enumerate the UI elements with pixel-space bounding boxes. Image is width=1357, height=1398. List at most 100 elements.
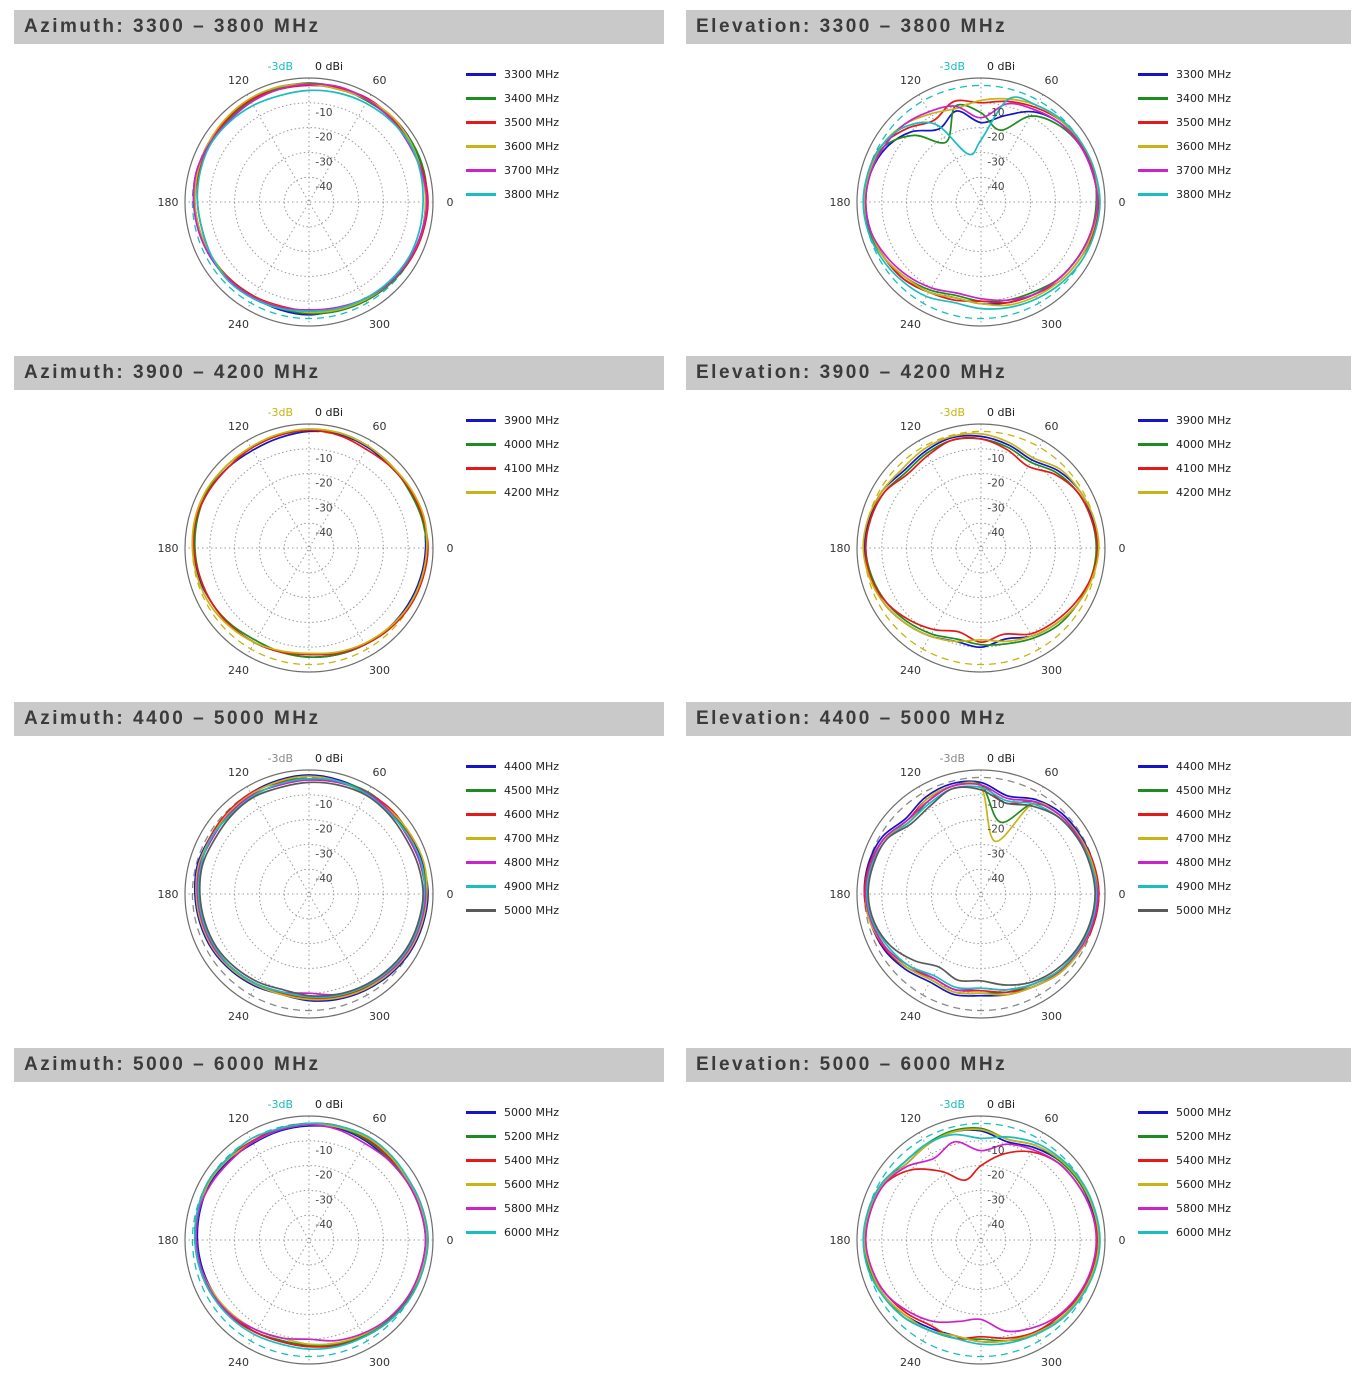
- ring-label: -30: [987, 1194, 1004, 1206]
- legend-label: 3400 MHz: [504, 92, 560, 105]
- angle-label: 240: [900, 1356, 921, 1369]
- angle-label: 180: [830, 1234, 851, 1247]
- legend-label: 5000 MHz: [1176, 904, 1232, 917]
- legend-item: 4400 MHz: [1138, 760, 1231, 773]
- legend-swatch: [466, 419, 496, 422]
- angle-label: 240: [228, 664, 249, 677]
- legend-swatch: [466, 193, 496, 196]
- legend: 3300 MHz 3400 MHz 3500 MHz 3600 MHz 3700 MHz…: [466, 68, 559, 201]
- angle-label: 120: [228, 420, 249, 433]
- legend-swatch: [1138, 443, 1168, 446]
- series-6000-mhz: [193, 1122, 429, 1351]
- legend-item: 3800 MHz: [1138, 188, 1231, 201]
- legend-label: 5000 MHz: [504, 904, 560, 917]
- legend-item: 3800 MHz: [466, 188, 559, 201]
- legend-item: 4800 MHz: [466, 856, 559, 869]
- legend: 3900 MHz 4000 MHz 4100 MHz 4200 MHz: [466, 414, 559, 499]
- angle-label: 300: [369, 664, 390, 677]
- legend-swatch: [466, 1135, 496, 1138]
- legend-label: 4600 MHz: [504, 808, 560, 821]
- zero-dbi-label: 0 dBi: [987, 1098, 1015, 1111]
- angle-label: 0: [1119, 196, 1126, 209]
- angle-label: 60: [1045, 1112, 1059, 1125]
- legend-swatch: [1138, 1135, 1168, 1138]
- legend-swatch: [466, 1231, 496, 1234]
- ref-label: -3dB: [940, 1098, 966, 1111]
- series-5000-mhz: [867, 786, 1096, 986]
- legend-item: 4100 MHz: [466, 462, 559, 475]
- ring-label: -40: [315, 873, 332, 885]
- legend-label: 4500 MHz: [1176, 784, 1232, 797]
- legend-label: 4100 MHz: [504, 462, 560, 475]
- legend-item: 4700 MHz: [466, 832, 559, 845]
- series-4900-mhz: [197, 777, 426, 999]
- legend-label: 4800 MHz: [504, 856, 560, 869]
- polar-plot: 0 dBi -3dB -10 -20 -30 -40 0 60 120 180 240 300: [830, 60, 1126, 331]
- legend-swatch: [1138, 789, 1168, 792]
- ring-label: -10: [987, 453, 1004, 465]
- ring-label: -30: [315, 1194, 332, 1206]
- angle-label: 120: [228, 1112, 249, 1125]
- legend-label: 3700 MHz: [1176, 164, 1232, 177]
- chart-title: Azimuth: 3300 – 3800 MHz: [24, 16, 321, 37]
- legend-swatch: [466, 97, 496, 100]
- chart-title: Elevation: 3300 – 3800 MHz: [696, 16, 1008, 37]
- legend-label: 4200 MHz: [504, 486, 560, 499]
- ring-label: -40: [315, 527, 332, 539]
- legend-swatch: [1138, 97, 1168, 100]
- chart-panel: Elevation: 4400 – 5000 MHz 0 dBi -3dB -10 -…: [686, 702, 1351, 1036]
- series-3800-mhz: [862, 96, 1101, 310]
- ring-label: -20: [987, 1170, 1004, 1182]
- ring-label: -40: [987, 527, 1004, 539]
- angle-label: 180: [158, 1234, 179, 1247]
- legend-label: 5800 MHz: [504, 1202, 560, 1215]
- legend-item: 3400 MHz: [1138, 92, 1231, 105]
- angle-label: 300: [1041, 664, 1062, 677]
- legend-swatch: [1138, 1183, 1168, 1186]
- legend-label: 3600 MHz: [504, 140, 560, 153]
- legend-label: 5200 MHz: [1176, 1130, 1232, 1143]
- angle-label: 60: [373, 1112, 387, 1125]
- angle-label: 300: [369, 318, 390, 331]
- legend-label: 3400 MHz: [1176, 92, 1232, 105]
- legend-swatch: [1138, 193, 1168, 196]
- legend-swatch: [466, 789, 496, 792]
- plot-area: 0 dBi -3dB -10 -20 -30 -40 0 60 120 180 240 300 440…: [686, 736, 1351, 1036]
- legend-item: 4900 MHz: [466, 880, 559, 893]
- angle-label: 0: [447, 888, 454, 901]
- legend-label: 5000 MHz: [504, 1106, 560, 1119]
- ring-label: -20: [987, 824, 1004, 836]
- angle-label: 0: [447, 196, 454, 209]
- angle-label: 180: [158, 196, 179, 209]
- legend-item: 5000 MHz: [1138, 1106, 1231, 1119]
- legend-item: 4500 MHz: [466, 784, 559, 797]
- axis-labels: 0 dBi -3dB -10 -20 -30 -40 0 60 120 180 240 300: [830, 406, 1126, 677]
- legend-label: 4400 MHz: [1176, 760, 1232, 773]
- legend-label: 3600 MHz: [1176, 140, 1232, 153]
- legend-item: 5800 MHz: [466, 1202, 559, 1215]
- legend-item: 6000 MHz: [466, 1226, 559, 1239]
- angle-label: 60: [1045, 74, 1059, 87]
- angle-label: 240: [900, 1010, 921, 1023]
- chart-title: Azimuth: 5000 – 6000 MHz: [24, 1054, 321, 1075]
- angle-label: 120: [228, 766, 249, 779]
- legend-swatch: [1138, 419, 1168, 422]
- ring-label: -20: [315, 132, 332, 144]
- legend-swatch: [466, 909, 496, 912]
- chart-title: Azimuth: 3900 – 4200 MHz: [24, 362, 321, 383]
- chart-panel: Azimuth: 4400 – 5000 MHz 0 dBi -3dB -10 -20…: [14, 702, 664, 1036]
- chart-header: Elevation: 3900 – 4200 MHz: [686, 356, 1351, 390]
- legend-swatch: [466, 169, 496, 172]
- angle-label: 0: [447, 1234, 454, 1247]
- series-4000-mhz: [193, 429, 428, 659]
- angle-label: 180: [830, 542, 851, 555]
- chart-title: Elevation: 4400 – 5000 MHz: [696, 708, 1008, 729]
- legend-item: 5000 MHz: [466, 1106, 559, 1119]
- polar-grid: [856, 1115, 1106, 1365]
- legend-item: 5200 MHz: [1138, 1130, 1231, 1143]
- polar-grid: [184, 769, 434, 1019]
- legend-swatch: [1138, 813, 1168, 816]
- series-5800-mhz: [864, 1140, 1098, 1333]
- angle-label: 240: [228, 318, 249, 331]
